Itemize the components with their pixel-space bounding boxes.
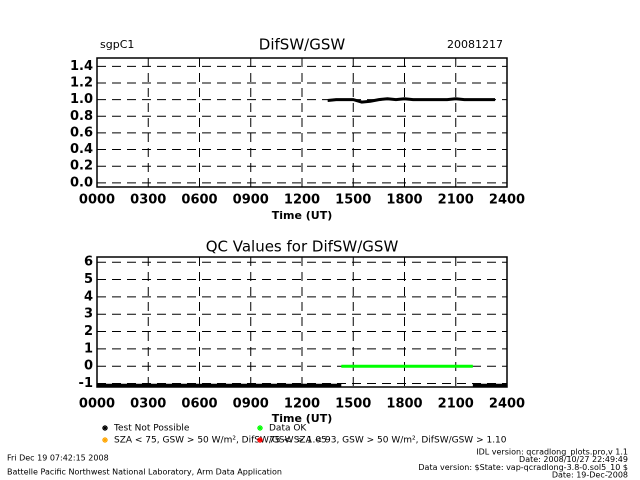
y-tick-label: 5: [84, 272, 93, 287]
footer-left: Fri Dec 19 07:42:15 2008: [7, 454, 109, 463]
plot-frame: [96, 57, 508, 188]
y-tick-label: 0.6: [70, 125, 93, 140]
y-tick-label: 0.0: [70, 175, 93, 190]
legend-label: Data OK: [269, 424, 307, 434]
x-tick-label: 1200: [284, 397, 320, 412]
site-label: sgpC1: [100, 38, 134, 51]
legend-symbol: [102, 425, 108, 431]
y-tick-label: 4: [84, 289, 93, 304]
y-tick-label: 0.4: [70, 142, 93, 157]
y-tick-label: 0.2: [70, 159, 93, 174]
data-line: [327, 97, 496, 104]
legend-label: SZA < 75, GSW > 50 W/m², DifSW/GSW > 1.0…: [114, 436, 327, 446]
x-tick-label: 1500: [335, 397, 371, 412]
legend-symbol: [257, 425, 263, 431]
x-tick-label: 0300: [130, 397, 166, 412]
x-tick-label: 1800: [386, 193, 422, 208]
x-tick-label: 1200: [284, 193, 320, 208]
legend-symbol: [102, 437, 108, 443]
y-tick-label: 2: [84, 324, 93, 339]
legend-symbol: [257, 437, 263, 443]
x-tick-label: 0900: [233, 397, 269, 412]
date-label: 20081217: [447, 38, 503, 51]
plot-frame: [96, 256, 508, 388]
y-tick-label: 1: [84, 341, 93, 356]
x-tick-label: 0600: [181, 397, 217, 412]
y-tick-label: 6: [84, 255, 93, 270]
y-tick-label: 1.2: [70, 75, 93, 90]
x-tick-label: 0600: [181, 193, 217, 208]
legend-label: 75 < SZA < 93, GSW > 50 W/m², DifSW/GSW …: [269, 436, 507, 446]
chart-title: QC Values for DifSW/GSW: [206, 238, 399, 256]
x-tick-label: 2400: [489, 397, 525, 412]
y-tick-label: 1.0: [70, 92, 93, 107]
x-tick-label: 1500: [335, 193, 371, 208]
x-tick-label: 2100: [438, 193, 474, 208]
x-tick-label: 1800: [386, 397, 422, 412]
x-axis-label: Time (UT): [272, 412, 333, 425]
footer-left: Battelle Pacific Northwest National Labo…: [7, 468, 282, 477]
x-tick-label: 0000: [79, 397, 115, 412]
chart-title: DifSW/GSW: [259, 36, 346, 54]
y-tick-label: 3: [84, 307, 93, 322]
footer-right: IDL version: qcradlong_plots.pro,v 1.1: [476, 448, 628, 457]
x-tick-label: 0300: [130, 193, 166, 208]
legend-label: Test Not Possible: [113, 424, 190, 434]
y-tick-label: 0.8: [70, 109, 93, 124]
y-tick-label: 0: [84, 359, 93, 374]
x-tick-label: 0000: [79, 193, 115, 208]
footer-right: Date: 19-Dec-2008: [552, 471, 628, 480]
x-tick-label: 0900: [233, 193, 269, 208]
y-tick-label: -1: [79, 376, 93, 391]
footer-right: Date: 2008/10/27 22:49:49: [519, 455, 628, 464]
x-axis-label: Time (UT): [272, 209, 333, 222]
x-tick-label: 2100: [438, 397, 474, 412]
x-tick-label: 2400: [489, 193, 525, 208]
footer-right: Data version: $State: vap-qcradlong-3.8-…: [418, 463, 628, 472]
y-tick-label: 1.4: [70, 59, 93, 74]
